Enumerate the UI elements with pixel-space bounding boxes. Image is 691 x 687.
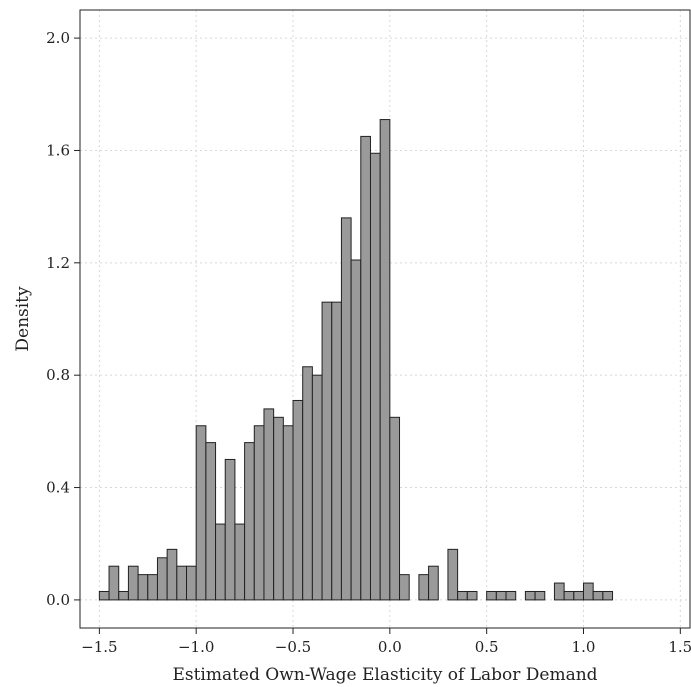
histogram-bar <box>495 590 507 601</box>
histogram-bar <box>137 574 149 601</box>
x-tick-label: −0.5 <box>275 638 311 656</box>
histogram-bar <box>108 565 120 601</box>
histogram-bar <box>573 590 584 601</box>
y-tick-label: 0.8 <box>46 366 70 384</box>
x-tick-label: 0.5 <box>475 638 499 656</box>
histogram-bar <box>592 590 604 601</box>
histogram-bar <box>234 523 246 601</box>
histogram-bar <box>553 582 565 601</box>
x-tick-label: −1.0 <box>178 638 214 656</box>
histogram-bar <box>428 565 439 601</box>
histogram-bar <box>205 442 217 601</box>
histogram-bar <box>350 259 362 601</box>
histogram-bar <box>399 574 410 601</box>
histogram-bar <box>156 557 168 601</box>
histogram-bar <box>244 442 255 601</box>
histogram-bar <box>147 574 158 601</box>
histogram-bar <box>340 217 352 601</box>
histogram-bar <box>118 590 129 601</box>
histogram-bar <box>466 590 478 601</box>
histogram-bar <box>582 582 594 601</box>
x-tick-label: 0.0 <box>378 638 402 656</box>
histogram-bar <box>302 366 313 601</box>
histogram-bar <box>563 590 575 601</box>
x-tick-label: 1.0 <box>572 638 596 656</box>
histogram-bar <box>273 416 284 601</box>
histogram-bar <box>292 399 304 601</box>
plot-frame <box>79 9 691 629</box>
y-tick-label: 2.0 <box>46 29 70 47</box>
histogram-bar <box>331 301 342 601</box>
histogram-bar <box>486 590 497 601</box>
histogram-bar <box>369 152 381 601</box>
y-axis-title: Density <box>13 286 33 352</box>
histogram-bar <box>127 565 139 601</box>
x-axis-ticks: −1.5 −1.0 −0.5 0.0 0.5 1.0 1.5 <box>81 628 691 656</box>
histogram-bar <box>176 565 188 601</box>
histogram-bar <box>447 548 459 601</box>
histogram-bars <box>98 119 614 601</box>
histogram-bar <box>263 408 275 601</box>
y-tick-label: 0.0 <box>46 591 70 609</box>
histogram-bar <box>195 425 207 601</box>
histogram-bar <box>186 565 197 601</box>
histogram-bar <box>457 590 468 601</box>
histogram-bar <box>215 523 226 601</box>
y-tick-label: 1.6 <box>46 141 70 159</box>
histogram-bar <box>253 425 265 601</box>
histogram-bar <box>418 574 430 601</box>
histogram-bar <box>224 458 236 601</box>
histogram-bar <box>311 374 323 601</box>
histogram-bar <box>505 590 517 601</box>
histogram-bar <box>166 548 178 601</box>
x-tick-label: −1.5 <box>81 638 117 656</box>
histogram-bar <box>321 301 333 601</box>
histogram-bar <box>379 119 391 601</box>
histogram-bar <box>389 416 401 601</box>
histogram-bar <box>360 135 371 601</box>
histogram-bar <box>534 590 546 601</box>
histogram-bar <box>524 590 536 601</box>
histogram-bar <box>282 425 294 601</box>
y-tick-label: 0.4 <box>46 479 70 497</box>
y-axis-ticks: 0.0 0.4 0.8 1.2 1.6 2.0 <box>46 29 80 609</box>
x-axis-title: Estimated Own-Wage Elasticity of Labor D… <box>172 665 597 685</box>
histogram-bar <box>98 590 110 601</box>
x-tick-label: 1.5 <box>668 638 691 656</box>
y-tick-label: 1.2 <box>46 254 70 272</box>
histogram-bar <box>602 590 614 601</box>
